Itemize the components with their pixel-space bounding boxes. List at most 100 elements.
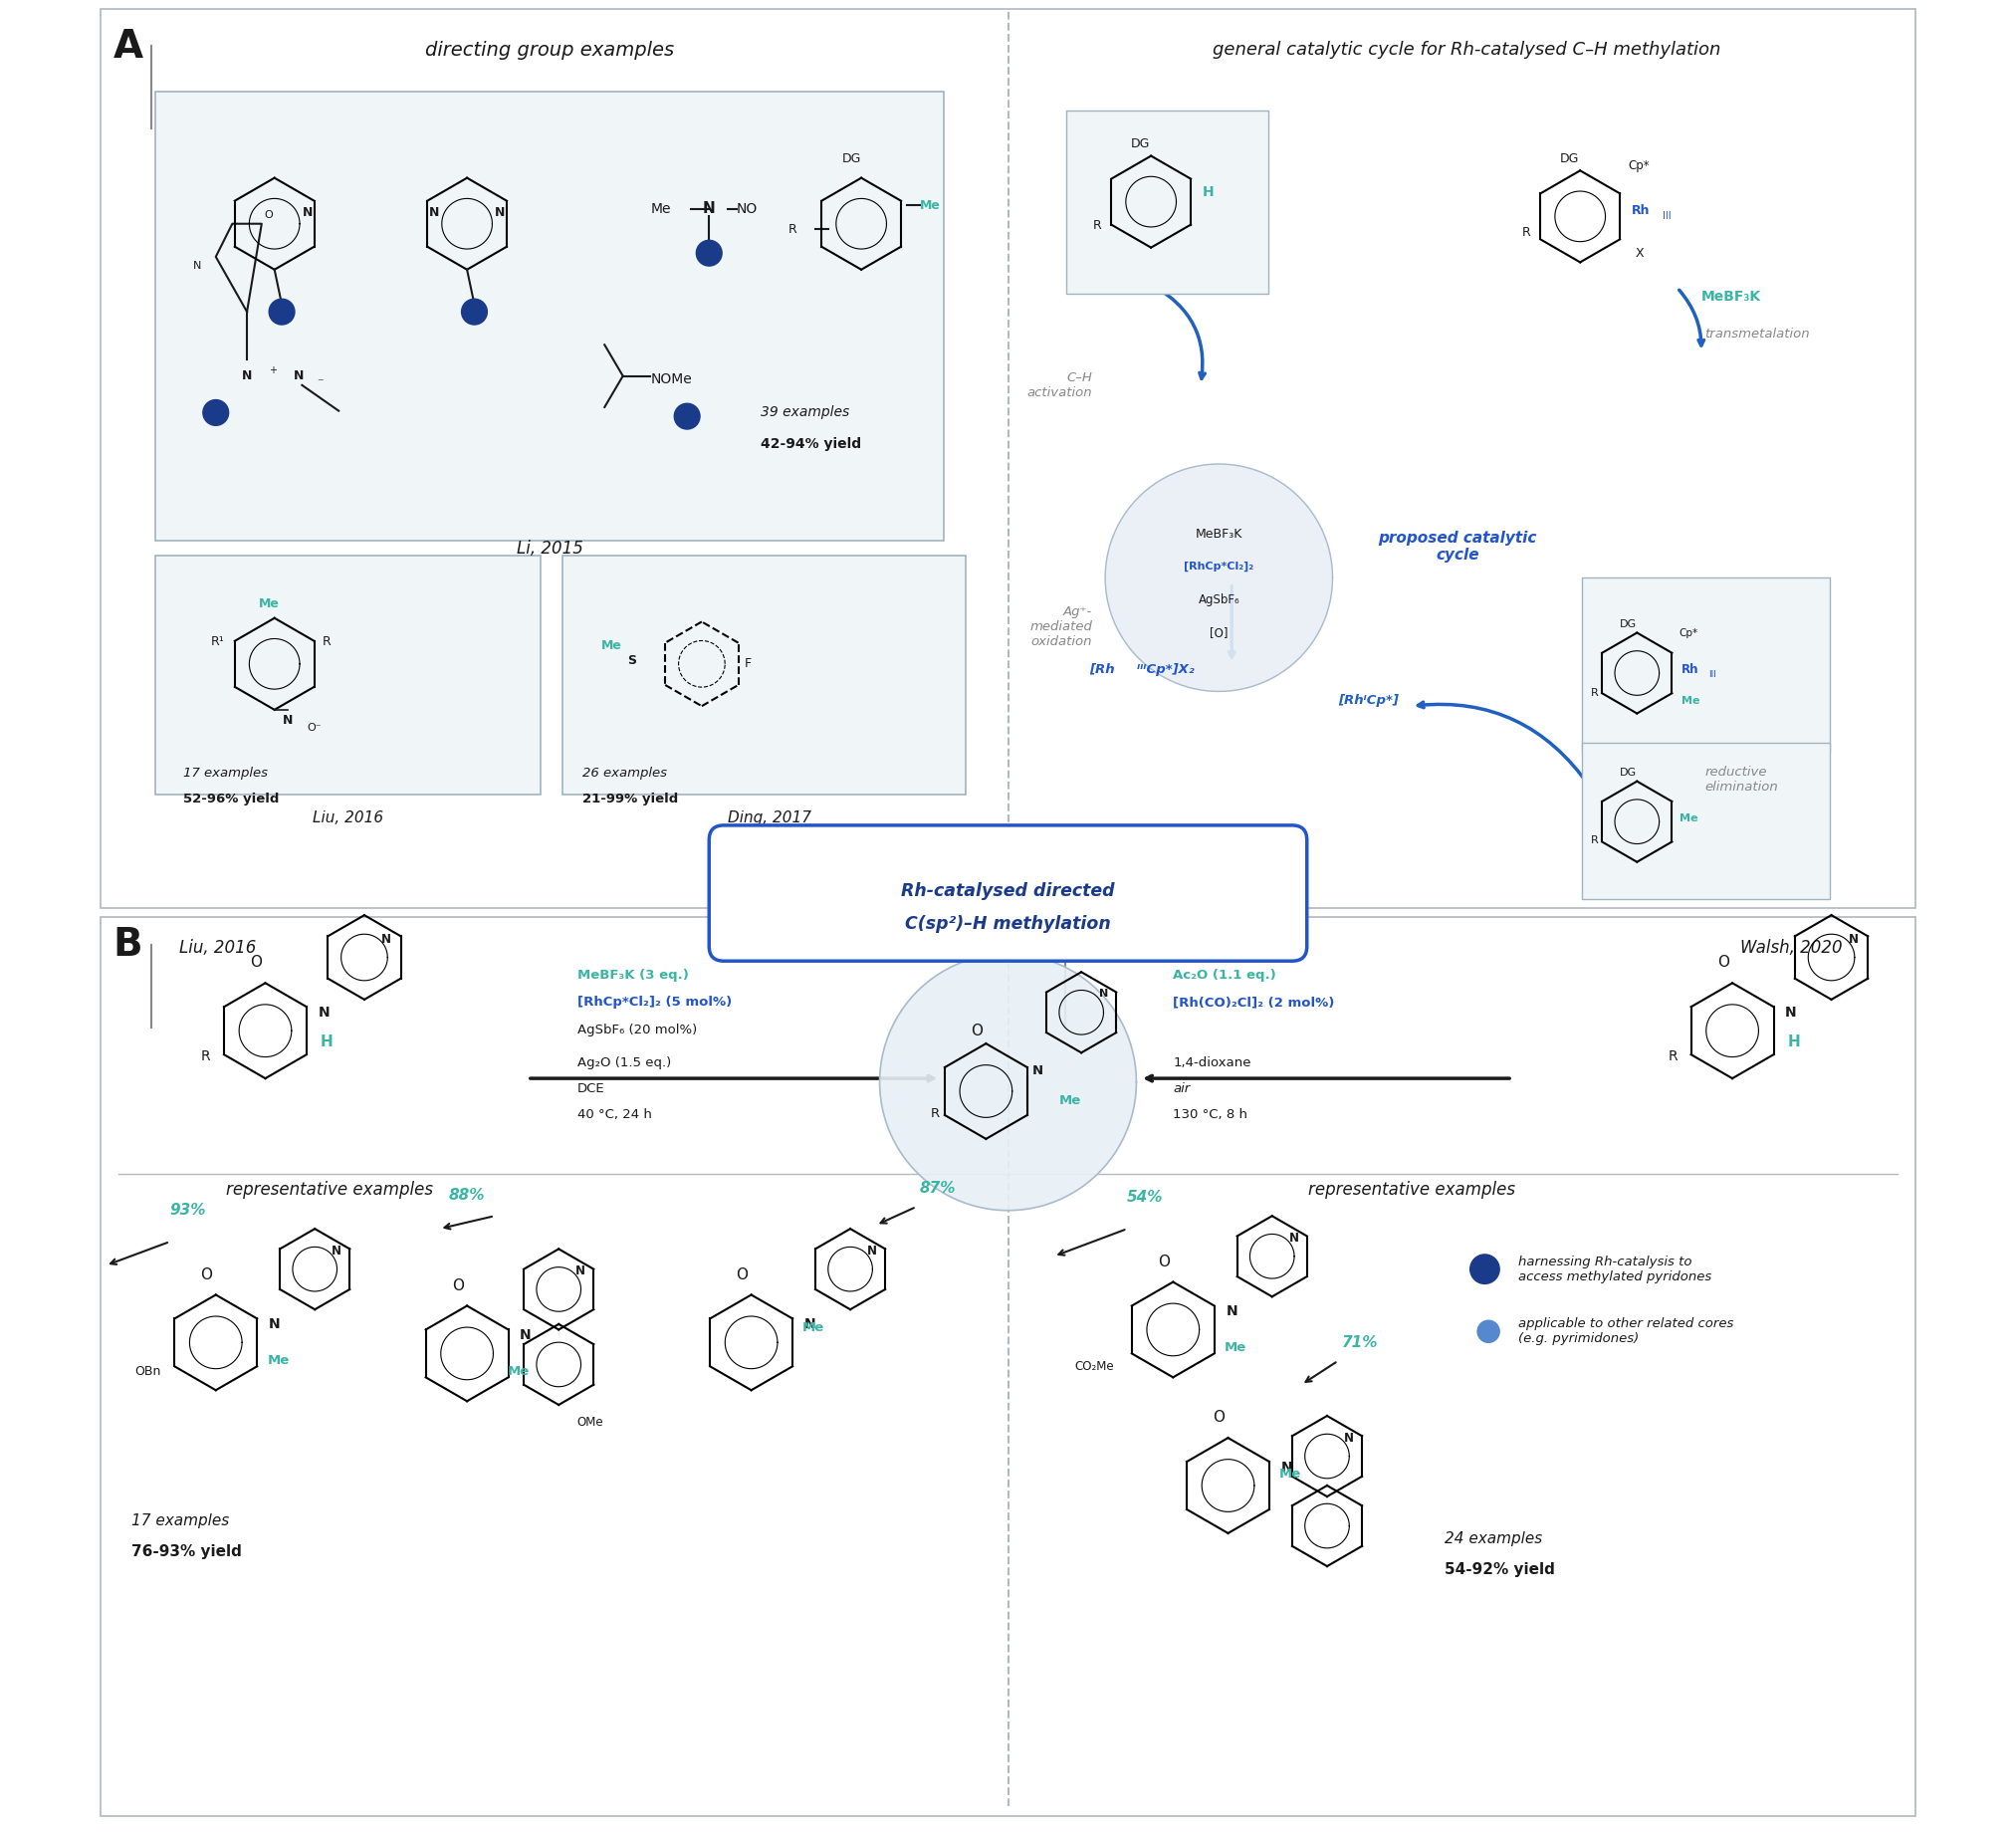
Text: R: R xyxy=(202,1049,210,1064)
Text: N: N xyxy=(1288,1231,1298,1245)
Text: proposed catalytic
cycle: proposed catalytic cycle xyxy=(1379,530,1536,563)
Text: N: N xyxy=(194,260,202,271)
Text: 24 examples: 24 examples xyxy=(1443,1531,1542,1546)
Text: O: O xyxy=(736,1267,748,1282)
Text: Rh: Rh xyxy=(1631,204,1649,218)
Text: Cp*: Cp* xyxy=(1627,160,1649,172)
Text: MeBF₃K (3 eq.): MeBF₃K (3 eq.) xyxy=(577,968,687,981)
Text: N: N xyxy=(494,205,506,220)
FancyBboxPatch shape xyxy=(1066,110,1268,293)
Text: H: H xyxy=(1202,185,1214,200)
Text: R: R xyxy=(1522,226,1530,240)
Text: directing group examples: directing group examples xyxy=(425,40,673,59)
Text: III: III xyxy=(1663,211,1671,222)
Text: F: F xyxy=(744,657,752,671)
Text: Me: Me xyxy=(1679,812,1697,823)
Text: N: N xyxy=(867,1243,877,1258)
Text: 26 examples: 26 examples xyxy=(583,767,667,779)
Text: Me: Me xyxy=(802,1320,825,1335)
Text: S: S xyxy=(627,653,637,668)
Text: R: R xyxy=(1591,834,1599,845)
Text: general catalytic cycle for Rh-catalysed C–H methylation: general catalytic cycle for Rh-catalysed… xyxy=(1212,40,1720,59)
Text: N: N xyxy=(381,932,391,946)
Text: AgSbF₆: AgSbF₆ xyxy=(1198,592,1240,607)
Text: R: R xyxy=(323,635,331,649)
Text: NOMe: NOMe xyxy=(651,372,691,387)
Text: Me: Me xyxy=(508,1364,530,1379)
Text: [Rh(CO)₂Cl]₂ (2 mol%): [Rh(CO)₂Cl]₂ (2 mol%) xyxy=(1173,996,1335,1009)
Text: C: C xyxy=(1026,926,1054,965)
FancyBboxPatch shape xyxy=(1583,743,1831,899)
Text: 17 examples: 17 examples xyxy=(183,767,268,779)
Text: O: O xyxy=(452,1278,464,1293)
Text: 130 °C, 8 h: 130 °C, 8 h xyxy=(1173,1108,1248,1121)
Text: 52-96% yield: 52-96% yield xyxy=(183,792,278,805)
Text: R: R xyxy=(931,1106,939,1121)
Text: transmetalation: transmetalation xyxy=(1706,326,1810,341)
Text: [RhCp*Cl₂]₂: [RhCp*Cl₂]₂ xyxy=(1183,561,1254,572)
Text: O: O xyxy=(1157,1254,1169,1269)
Text: ᴵᴵᴵCp*]X₂: ᴵᴵᴵCp*]X₂ xyxy=(1115,662,1195,677)
Text: 87%: 87% xyxy=(919,1181,956,1196)
Text: DG: DG xyxy=(1560,152,1579,165)
Text: O: O xyxy=(202,1267,212,1282)
Text: Me: Me xyxy=(258,598,280,611)
Text: N: N xyxy=(1032,1064,1042,1078)
Text: Li, 2015: Li, 2015 xyxy=(516,539,583,558)
Text: ⁻: ⁻ xyxy=(317,376,323,391)
Polygon shape xyxy=(879,954,1137,1210)
Text: NO: NO xyxy=(736,202,758,216)
Text: 54-92% yield: 54-92% yield xyxy=(1443,1563,1554,1577)
Text: III: III xyxy=(1708,671,1716,679)
Circle shape xyxy=(673,403,700,429)
Text: N: N xyxy=(577,1264,587,1278)
Text: Rh: Rh xyxy=(1681,662,1697,677)
Text: representative examples: representative examples xyxy=(226,1181,433,1199)
Text: [RhCp*Cl₂]₂ (5 mol%): [RhCp*Cl₂]₂ (5 mol%) xyxy=(577,996,732,1009)
Text: DCE: DCE xyxy=(577,1082,605,1095)
Text: N: N xyxy=(804,1317,816,1331)
Text: [Rh: [Rh xyxy=(1089,662,1115,677)
Text: Me: Me xyxy=(1280,1467,1302,1482)
Text: air: air xyxy=(1173,1082,1189,1095)
Text: N: N xyxy=(319,1005,331,1020)
Circle shape xyxy=(204,400,228,425)
FancyBboxPatch shape xyxy=(155,92,943,541)
Text: N: N xyxy=(333,1243,343,1258)
Text: reductive
elimination: reductive elimination xyxy=(1706,765,1778,794)
Text: [RhᴵCp*]: [RhᴵCp*] xyxy=(1339,693,1399,708)
Text: Ag₂O (1.5 eq.): Ag₂O (1.5 eq.) xyxy=(577,1056,671,1069)
Text: O: O xyxy=(1214,1410,1226,1425)
Text: 21-99% yield: 21-99% yield xyxy=(583,792,677,805)
Text: N: N xyxy=(282,713,292,726)
Text: Me: Me xyxy=(651,202,671,216)
Text: Me: Me xyxy=(1058,1093,1081,1108)
Text: O: O xyxy=(250,956,262,970)
Text: Me: Me xyxy=(601,638,621,653)
Text: N: N xyxy=(1280,1460,1292,1475)
Text: O: O xyxy=(264,211,274,220)
Text: [O]: [O] xyxy=(1210,625,1228,640)
Text: 39 examples: 39 examples xyxy=(760,405,849,420)
Text: 1,4-dioxane: 1,4-dioxane xyxy=(1173,1056,1252,1069)
Text: C–H
activation: C–H activation xyxy=(1026,370,1093,400)
Text: N: N xyxy=(1099,989,1109,1000)
Circle shape xyxy=(268,299,294,325)
Text: H: H xyxy=(321,1034,333,1049)
Text: Liu, 2016: Liu, 2016 xyxy=(312,811,383,825)
Circle shape xyxy=(462,299,488,325)
Text: C(sp²)–H methylation: C(sp²)–H methylation xyxy=(905,915,1111,934)
Text: DG: DG xyxy=(843,152,861,165)
Text: Ag⁺-
mediated
oxidation: Ag⁺- mediated oxidation xyxy=(1030,605,1093,649)
Text: N: N xyxy=(268,1317,280,1331)
Text: 17 examples: 17 examples xyxy=(131,1513,230,1528)
Text: 76-93% yield: 76-93% yield xyxy=(131,1544,242,1559)
Text: applicable to other related cores
(e.g. pyrimidones): applicable to other related cores (e.g. … xyxy=(1518,1317,1734,1346)
Text: N: N xyxy=(242,369,252,383)
Text: OMe: OMe xyxy=(577,1416,603,1429)
FancyBboxPatch shape xyxy=(155,556,540,794)
Text: B: B xyxy=(113,926,143,965)
Text: MeBF₃K: MeBF₃K xyxy=(1702,290,1762,304)
Text: Me: Me xyxy=(1681,695,1699,706)
FancyBboxPatch shape xyxy=(562,556,966,794)
